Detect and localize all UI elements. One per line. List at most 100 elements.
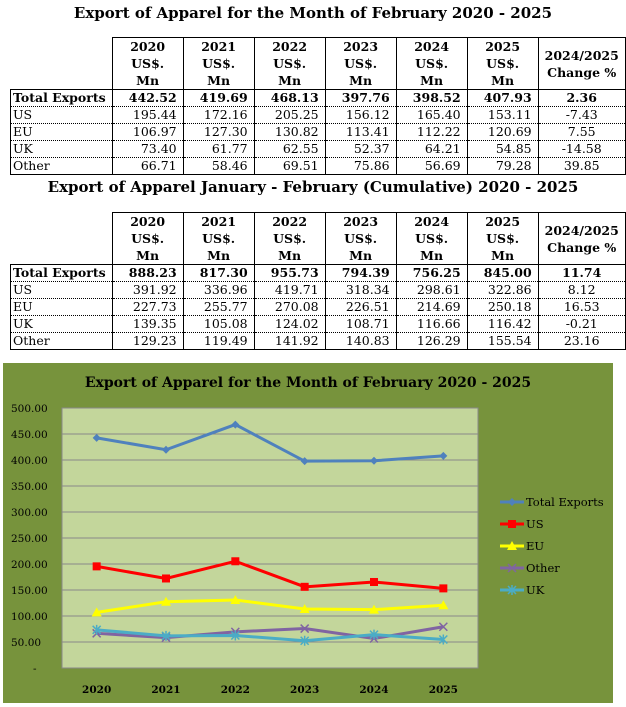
- column-header: 2025 US$. Mn: [466, 212, 539, 265]
- table1-title: Export of Apparel for the Month of Febru…: [73, 4, 553, 22]
- legend-marker-total-exports: [508, 498, 516, 506]
- table-cell: 23.16: [538, 332, 626, 350]
- column-header: 2022 US$. Mn: [253, 37, 326, 90]
- table-cell: 153.11: [466, 106, 539, 124]
- column-header: 2021 US$. Mn: [182, 212, 255, 265]
- row-label: EU: [10, 298, 113, 316]
- data-point-eu: [369, 604, 379, 614]
- x-tick-label: 2024: [359, 684, 388, 696]
- series-line-uk: [96, 628, 444, 643]
- table-cell: 139.35: [111, 315, 184, 333]
- table-cell: 322.86: [466, 281, 539, 299]
- y-tick-label: 100.00: [11, 611, 48, 623]
- table-cell: 127.30: [182, 123, 255, 141]
- table-cell: 112.22: [395, 123, 468, 141]
- table-cell: 227.73: [111, 298, 184, 316]
- row-label: EU: [10, 123, 113, 141]
- table-cell: 120.69: [466, 123, 539, 141]
- data-point-us: [162, 574, 170, 583]
- legend-label-total-exports: Total Exports: [526, 495, 604, 509]
- table-row: UK 139.35 105.08 124.02 108.71 116.66 116.42 -0…: [10, 315, 626, 333]
- x-tick-label: 2025: [429, 684, 458, 696]
- data-point-total-exports: [162, 445, 170, 454]
- series-line-total-exports: [96, 422, 444, 463]
- table-cell: 39.85: [538, 157, 626, 175]
- table-cell: 62.55: [253, 140, 326, 158]
- table-cell: 7.55: [538, 123, 626, 141]
- legend-marker-eu: [507, 541, 517, 550]
- chart-title: Export of Apparel for the Month of Febru…: [85, 375, 531, 391]
- table-cell: 69.51: [253, 157, 326, 175]
- row-label: US: [10, 281, 113, 299]
- table-cell: 156.12: [324, 106, 397, 124]
- legend-label-eu: EU: [526, 539, 544, 553]
- data-point-us: [300, 582, 309, 591]
- row-label: UK: [10, 315, 113, 333]
- y-tick-label: 350.00: [11, 481, 48, 493]
- table-cell: 756.25: [395, 264, 468, 282]
- export-line-chart: Export of Apparel for the Month of Febru…: [3, 363, 613, 703]
- table-cell: 255.77: [182, 298, 255, 316]
- table-cell: 124.02: [253, 315, 326, 333]
- table-cell: 8.12: [538, 281, 626, 299]
- data-point-eu: [161, 596, 171, 606]
- table-cell: 817.30: [182, 264, 255, 282]
- table-cell: 226.51: [324, 298, 397, 316]
- x-tick-label: 2021: [151, 684, 180, 696]
- data-point-eu: [230, 594, 241, 604]
- legend-marker-uk: [507, 585, 517, 595]
- table-cell: 140.83: [324, 332, 397, 350]
- column-header: 2024/2025 Change %: [537, 37, 626, 90]
- table-cell: 468.13: [253, 89, 326, 107]
- table-row: EU 106.97 127.30 130.82 113.41 112.22 120.69 7.…: [10, 123, 626, 141]
- column-header: 2020 US$. Mn: [111, 212, 184, 265]
- row-label: Other: [10, 157, 113, 175]
- table-cell: 113.41: [324, 123, 397, 141]
- table-cell: 398.52: [395, 89, 468, 107]
- table-cell: 106.97: [111, 123, 184, 141]
- column-header: 2021 US$. Mn: [182, 37, 255, 90]
- table-row: Other 66.71 58.46 69.51 75.86 56.69 79.28 39.85: [10, 157, 626, 175]
- table-cell: 250.18: [466, 298, 539, 316]
- data-point-total-exports: [439, 451, 448, 460]
- table-cell: 318.34: [324, 281, 397, 299]
- table-cell: 419.71: [253, 281, 326, 299]
- column-header: 2025 US$. Mn: [466, 37, 539, 90]
- row-label: UK: [10, 140, 113, 158]
- data-point-us: [92, 562, 101, 571]
- y-tick-label: 150.00: [11, 585, 48, 597]
- table-cell: 116.66: [395, 315, 468, 333]
- x-tick-label: 2020: [82, 684, 111, 696]
- table-cell: 61.77: [182, 140, 255, 158]
- table-row: UK 73.40 61.77 62.55 52.37 64.21 54.85 -14.58: [10, 140, 626, 158]
- table-row: US 391.92 336.96 419.71 318.34 298.61 322.86 8.…: [10, 281, 626, 299]
- table-cell: 442.52: [111, 89, 184, 107]
- table-cell: 172.16: [182, 106, 255, 124]
- data-point-other: [438, 622, 448, 632]
- table-cell: 64.21: [395, 140, 468, 158]
- table-cell: 105.08: [182, 315, 255, 333]
- table-cell: 75.86: [324, 157, 397, 175]
- table-cell: 195.44: [111, 106, 184, 124]
- table-cell: 129.23: [111, 332, 184, 350]
- data-point-uk: [161, 630, 171, 641]
- table-cell: 130.82: [253, 123, 326, 141]
- column-header: 2023 US$. Mn: [324, 37, 397, 90]
- data-point-us: [231, 557, 240, 566]
- y-tick-label: 250.00: [11, 533, 48, 545]
- row-label: Total Exports: [10, 89, 113, 107]
- legend-label-uk: UK: [526, 583, 545, 597]
- data-point-uk: [300, 635, 310, 646]
- table-cell: 126.29: [395, 332, 468, 350]
- data-point-uk: [92, 624, 102, 635]
- table-cell: -7.43: [538, 106, 626, 124]
- column-header: 2023 US$. Mn: [324, 212, 397, 265]
- y-tick-label: 500.00: [11, 403, 48, 415]
- x-tick-label: 2023: [290, 684, 319, 696]
- table-cell: 2.36: [538, 89, 626, 107]
- data-point-us: [439, 584, 448, 593]
- table-cell: 298.61: [395, 281, 468, 299]
- table-cell: 73.40: [111, 140, 184, 158]
- table-row: US 195.44 172.16 205.25 156.12 165.40 153.11 -7…: [10, 106, 626, 124]
- data-point-eu: [299, 604, 310, 614]
